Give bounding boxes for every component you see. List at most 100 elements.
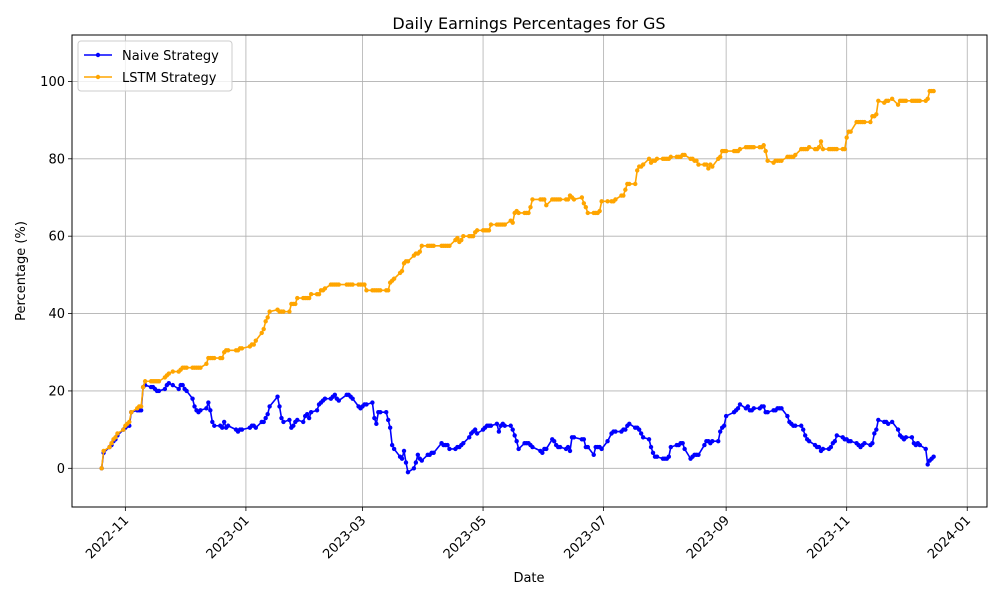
data-point-lstm [295, 295, 300, 301]
data-point-lstm [581, 201, 587, 206]
data-point-lstm [682, 152, 687, 158]
data-point-lstm [419, 243, 424, 249]
data-point-naive [862, 440, 867, 446]
data-point-naive [828, 444, 834, 450]
data-point-naive [516, 446, 521, 452]
data-point-naive [474, 431, 480, 436]
data-point-lstm [931, 88, 936, 94]
data-point-lstm [184, 365, 189, 370]
data-point-naive [415, 452, 421, 457]
data-point-naive [666, 454, 672, 459]
legend-marker-naive [95, 52, 101, 58]
data-point-lstm [876, 98, 881, 103]
data-point-naive [267, 404, 272, 409]
data-point-naive [571, 435, 577, 440]
data-point-lstm [640, 162, 646, 167]
data-point-naive [874, 427, 879, 432]
series-layer [99, 88, 936, 475]
data-point-lstm [895, 102, 901, 107]
data-point-naive [496, 429, 502, 434]
data-point-naive [557, 444, 563, 450]
data-point-naive [374, 421, 379, 427]
data-point-naive [623, 427, 628, 432]
data-point-lstm [259, 330, 264, 336]
data-point-lstm [585, 210, 590, 216]
data-point-lstm [844, 135, 849, 140]
data-point-naive [723, 413, 729, 419]
data-point-lstm [874, 112, 879, 117]
data-point-naive [399, 456, 405, 461]
data-point-naive [761, 404, 766, 409]
data-point-naive [567, 448, 573, 454]
data-point-naive [261, 419, 266, 425]
y-tick-label: 100 [40, 75, 65, 90]
data-point-naive [350, 396, 355, 401]
data-point-lstm [239, 346, 245, 351]
data-point-lstm [633, 181, 638, 187]
data-point-lstm [287, 309, 292, 314]
data-point-naive [166, 381, 172, 386]
data-point-lstm [848, 129, 853, 134]
data-point-lstm [204, 361, 209, 367]
data-point-lstm [198, 365, 203, 370]
data-point-lstm [166, 371, 172, 376]
data-point-naive [502, 423, 507, 428]
data-point-naive [332, 392, 338, 397]
data-point-naive [530, 444, 535, 450]
data-point-lstm [431, 243, 436, 249]
data-point-naive [391, 446, 397, 452]
data-point-lstm [668, 154, 673, 160]
data-point-naive [225, 423, 231, 428]
data-point-naive [239, 427, 245, 432]
data-point-naive [895, 427, 901, 432]
data-point-naive [716, 439, 721, 444]
data-point-naive [180, 382, 185, 388]
data-point-lstm [723, 148, 729, 154]
data-point-naive [281, 419, 286, 425]
data-point-lstm [623, 187, 628, 192]
data-point-naive [204, 406, 209, 411]
data-point-lstm [350, 282, 355, 287]
data-point-lstm [557, 197, 563, 202]
data-point-naive [512, 433, 517, 438]
data-point-lstm [129, 410, 134, 415]
data-point-naive [544, 446, 549, 452]
data-point-lstm [793, 152, 798, 158]
data-point-lstm [862, 119, 867, 125]
data-point-naive [192, 404, 197, 409]
data-point-lstm [597, 208, 602, 214]
data-point-naive [378, 410, 383, 415]
chart-title: Daily Earnings Percentages for GS [392, 14, 665, 33]
data-point-lstm [486, 228, 492, 233]
data-point-naive [917, 442, 923, 448]
data-point-naive [488, 423, 494, 428]
data-point-lstm [322, 286, 328, 291]
y-tick-label: 80 [48, 152, 65, 167]
data-point-lstm [710, 164, 715, 169]
data-point-lstm [101, 448, 106, 454]
data-point-naive [403, 460, 409, 465]
data-point-naive [779, 406, 784, 411]
data-point-lstm [820, 146, 826, 152]
data-point-naive [540, 450, 545, 456]
data-point-lstm [885, 98, 891, 103]
data-point-lstm [816, 145, 822, 150]
data-point-lstm [474, 228, 480, 233]
data-point-naive [654, 454, 660, 459]
data-point-naive [170, 382, 175, 388]
data-point-lstm [806, 145, 812, 150]
data-point-lstm [265, 315, 270, 320]
y-axis-label: Percentage (%) [14, 221, 29, 321]
data-point-lstm [225, 348, 231, 353]
data-point-naive [364, 402, 369, 407]
data-point-naive [650, 450, 656, 456]
data-point-naive [306, 415, 312, 421]
data-point-lstm [306, 295, 312, 301]
data-point-naive [291, 423, 296, 428]
data-point-naive [925, 462, 930, 467]
data-point-naive [221, 419, 227, 425]
data-point-naive [198, 408, 203, 413]
data-point-naive [384, 410, 389, 415]
data-point-lstm [696, 162, 701, 167]
